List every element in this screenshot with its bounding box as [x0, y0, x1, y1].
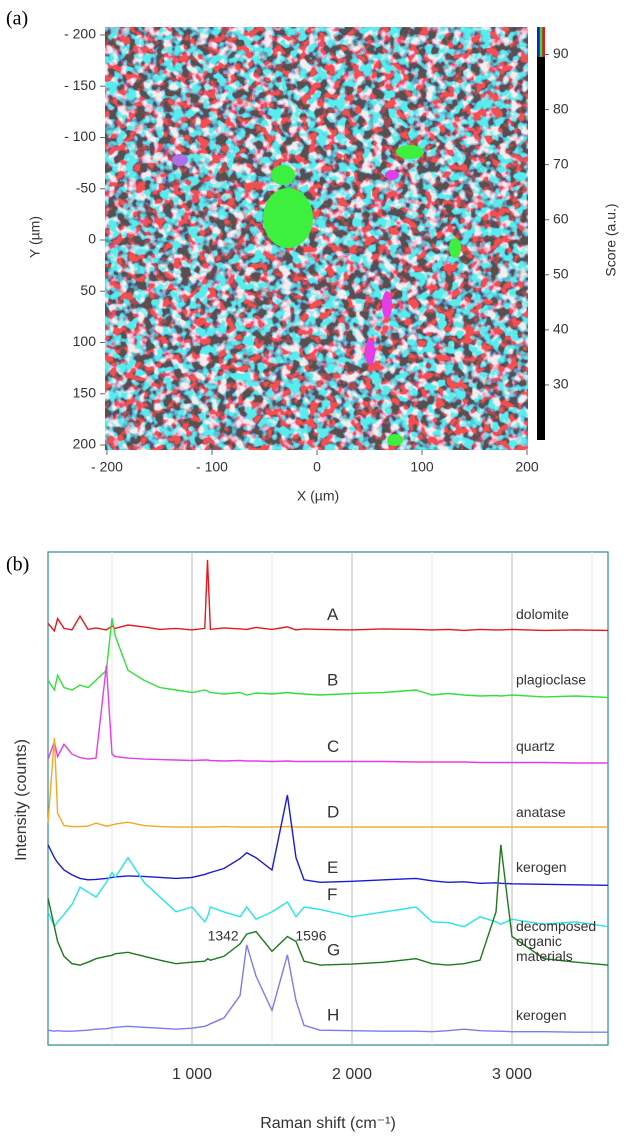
y-tick-label: - 150 [64, 77, 96, 93]
colorbar-tick-label: 60 [553, 210, 569, 226]
colorbar-tick-label: 30 [553, 376, 569, 392]
plot-frame [47, 551, 609, 1046]
series-name: dolomite [516, 606, 569, 622]
series-letter: G [327, 941, 340, 960]
colorbar-tick-label: 50 [553, 266, 569, 282]
map-image [105, 27, 528, 450]
spectrum-line [47, 844, 609, 966]
phase-blob [387, 434, 403, 446]
spectrum-line [47, 944, 608, 1033]
peak-annotation: 1342 [208, 928, 239, 944]
colorbar-stripe [542, 27, 545, 57]
peak-annotation: 1596 [295, 928, 326, 944]
x-tick-label: 1 000 [172, 1066, 212, 1083]
colorbar [537, 27, 545, 440]
phase-blob [382, 291, 392, 319]
y-tick-label: 200 [73, 436, 97, 452]
x-tick-label: 0 [313, 459, 321, 475]
y-tick-label: 150 [73, 384, 97, 400]
series-letter: H [327, 1006, 339, 1025]
y-axis-label: Y (µm) [27, 216, 43, 258]
x-tick-label: 200 [515, 459, 539, 475]
colorbar-tick-label: 70 [553, 155, 569, 171]
spectrum-line [47, 559, 609, 633]
y-axis-label: Intensity (counts) [13, 739, 30, 861]
map-texture [105, 27, 528, 450]
colorbar-label: Score (a.u.) [603, 203, 619, 276]
phase-blob [449, 238, 461, 258]
series-name: plagioclase [516, 672, 586, 688]
series-name: decomposed [516, 918, 596, 934]
spectrum-line [47, 737, 608, 828]
phase-blob [385, 170, 399, 180]
y-tick-label: 0 [88, 231, 96, 247]
spectrum-line [47, 794, 609, 886]
phase-blob [365, 339, 375, 365]
spectrum-line [47, 856, 609, 929]
x-tick-label: - 100 [196, 459, 228, 475]
series-name: quartz [516, 738, 555, 754]
series-letter: A [327, 605, 339, 624]
series-letter: C [327, 737, 339, 756]
x-tick-label: 100 [410, 459, 434, 475]
phase-blob [263, 188, 313, 248]
phase-blob [396, 145, 424, 159]
colorbar-tick-label: 90 [553, 45, 569, 61]
x-axis-label: Raman shift (cm⁻¹) [260, 1115, 396, 1132]
spectrum-line [47, 665, 608, 764]
x-tick-label: 2 000 [332, 1066, 372, 1083]
colorbar-body [537, 27, 545, 440]
y-tick-label: - 100 [64, 128, 96, 144]
series-name: organic [516, 933, 562, 949]
y-tick-label: - 200 [64, 26, 96, 42]
series-letter: F [327, 885, 337, 904]
series-name: kerogen [516, 859, 567, 875]
y-tick-label: 100 [73, 333, 97, 349]
series-name: kerogen [516, 1007, 567, 1023]
y-tick-label: 50 [80, 282, 96, 298]
series-letter: E [327, 858, 338, 877]
colorbar-tick-label: 40 [553, 321, 569, 337]
series-name: materials [516, 948, 573, 964]
x-tick-label: 3 000 [492, 1066, 532, 1083]
series-letter: D [327, 803, 339, 822]
x-tick-label: - 200 [91, 459, 123, 475]
colorbar-stripe [539, 27, 543, 57]
panel-label: (b) [6, 554, 29, 576]
series-name: anatase [516, 804, 566, 820]
colorbar-stripe [537, 27, 540, 57]
colorbar-tick-label: 80 [553, 100, 569, 116]
x-axis-label: X (µm) [297, 488, 339, 504]
phase-blob [172, 154, 188, 166]
phase-blob [271, 165, 295, 185]
panel-label: (a) [6, 8, 28, 30]
series-letter: B [327, 670, 338, 689]
y-tick-label: -50 [76, 179, 96, 195]
spectrum-line [47, 617, 609, 699]
